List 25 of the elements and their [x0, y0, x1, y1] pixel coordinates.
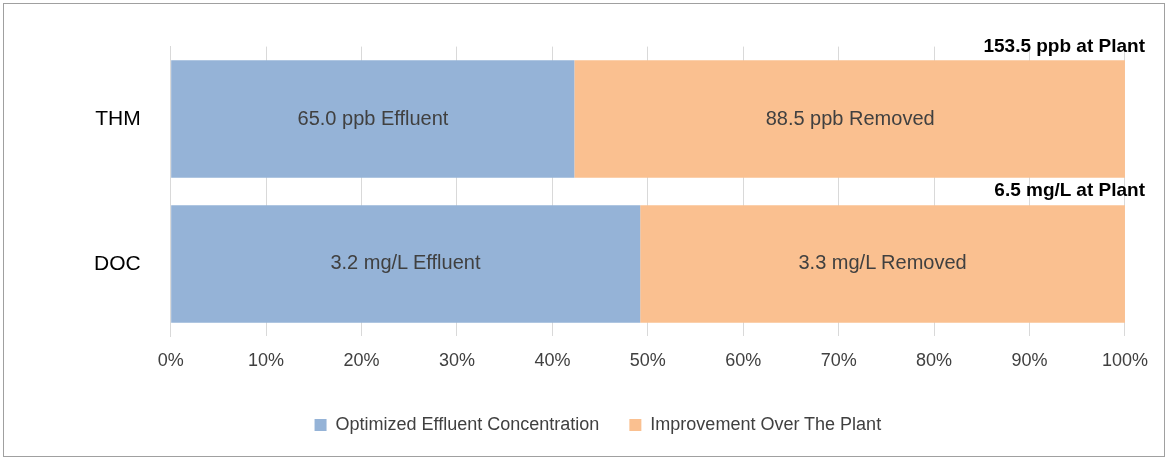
x-tick-label: 0% — [157, 350, 184, 371]
x-tick-label: 10% — [248, 350, 285, 371]
annotation: 3.2 mg/L Effluent — [330, 251, 481, 274]
annotation: 153.5 ppb at Plant — [983, 34, 1146, 56]
annotation: 65.0 ppb Effluent — [297, 106, 449, 129]
x-tick-label: 30% — [438, 350, 475, 371]
bar — [171, 60, 575, 178]
bar — [574, 60, 1125, 178]
x-tick-label: 70% — [820, 350, 857, 371]
legend-label: Improvement Over The Plant — [650, 413, 882, 434]
annotation: 88.5 ppb Removed — [765, 106, 935, 129]
x-tick-label: 50% — [629, 350, 666, 371]
y-tick-label: DOC — [93, 250, 141, 274]
legend-label: Optimized Effluent Concentration — [335, 413, 600, 434]
bar — [171, 205, 641, 323]
annotation: 3.3 mg/L Removed — [798, 251, 967, 274]
x-tick-label: 20% — [343, 350, 380, 371]
annotation: 6.5 mg/L at Plant — [994, 179, 1146, 201]
y-tick-label: THM — [95, 105, 141, 129]
x-tick-label: 60% — [725, 350, 762, 371]
bar — [640, 205, 1125, 323]
x-tick-label: 80% — [916, 350, 953, 371]
x-tick-label: 100% — [1101, 350, 1148, 371]
x-tick-label: 40% — [534, 350, 571, 371]
x-tick-label: 90% — [1011, 350, 1048, 371]
